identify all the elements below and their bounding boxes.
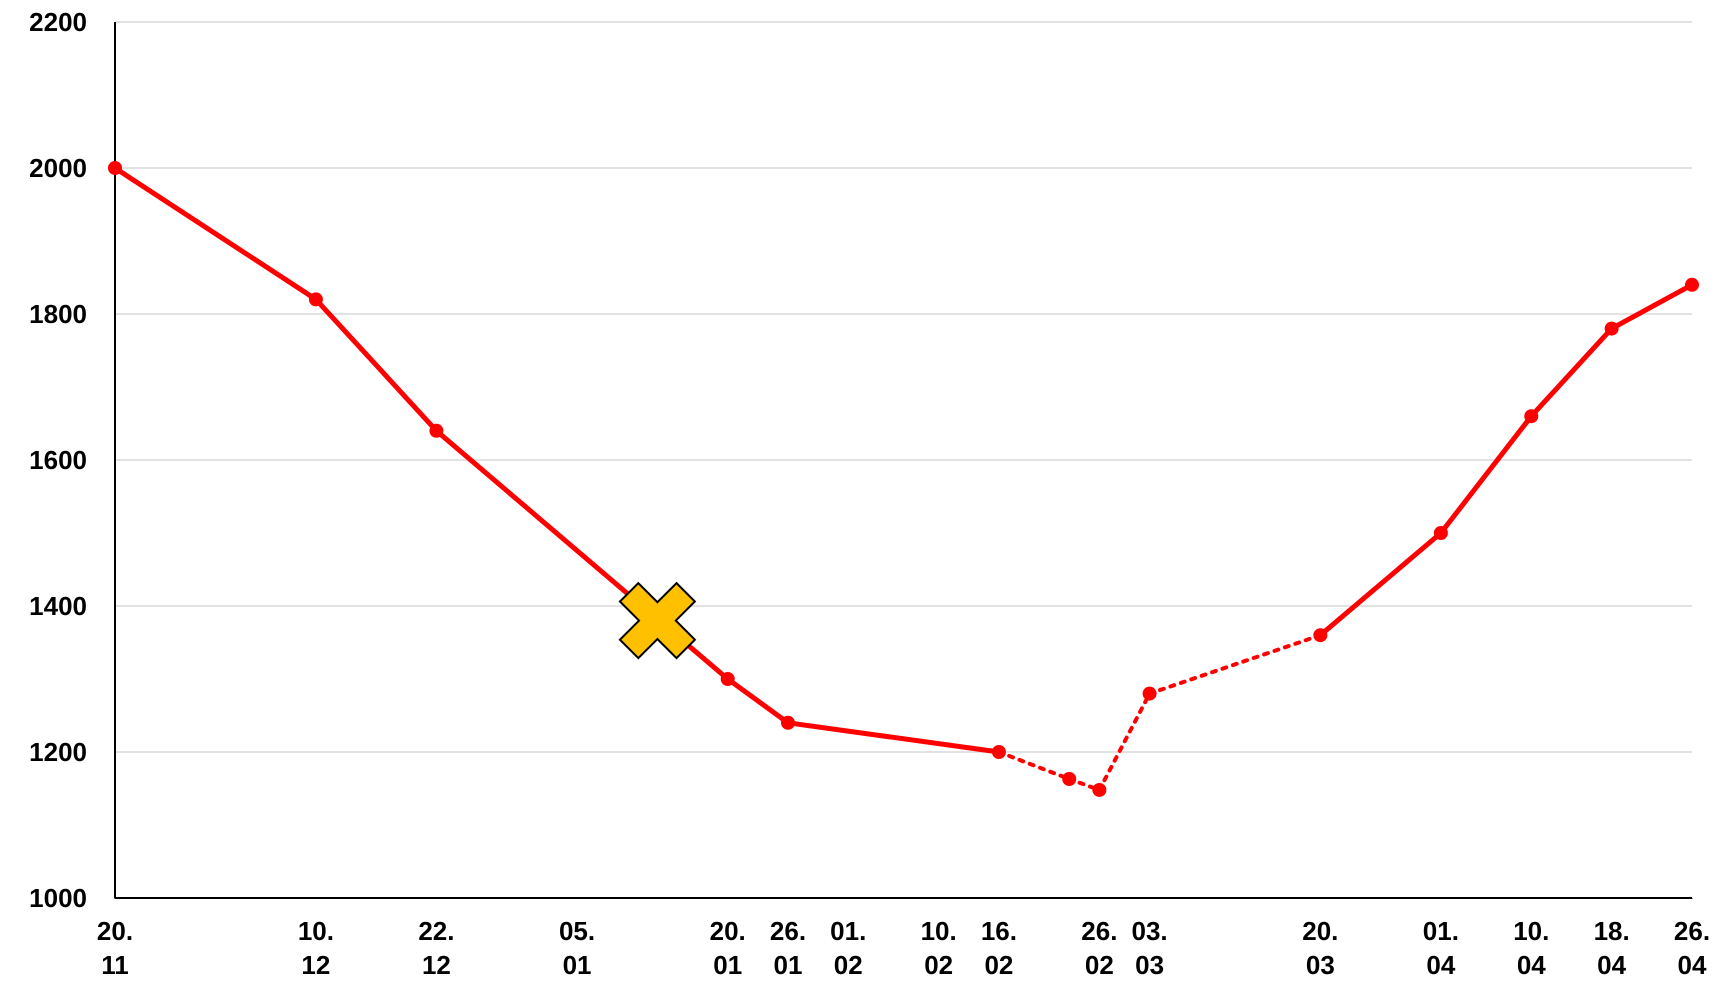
y-tick-label: 1200	[29, 737, 87, 767]
line-segment	[112, 165, 319, 302]
data-point	[780, 715, 795, 730]
x-tick-label: 18. 04	[1594, 916, 1630, 980]
line-segment	[1097, 691, 1152, 792]
x-tick-label: 10. 12	[298, 916, 334, 980]
y-tick-label: 1000	[29, 883, 87, 913]
data-point	[1062, 772, 1077, 787]
line-segment	[1609, 282, 1695, 332]
line-segment	[725, 676, 791, 726]
y-tick-label: 1800	[29, 299, 87, 329]
data-point	[1433, 526, 1448, 540]
y-tick-label: 2000	[29, 153, 87, 183]
data-point	[991, 745, 1006, 759]
line-segment	[1438, 413, 1534, 536]
line-segment	[996, 750, 1072, 782]
data-point	[1313, 628, 1328, 643]
data-point	[1604, 321, 1619, 336]
x-tick-label: 20. 11	[97, 916, 133, 980]
data-point	[1092, 782, 1107, 797]
y-tick-label: 2200	[29, 7, 87, 37]
x-marker	[618, 581, 697, 660]
x-tick-label: 03. 03	[1132, 916, 1168, 980]
y-tick-label: 1600	[29, 445, 87, 475]
x-tick-label: 22. 12	[418, 916, 454, 980]
line-segment	[1147, 633, 1323, 696]
x-tick-label: 20. 03	[1302, 916, 1338, 980]
data-point	[108, 161, 122, 175]
data-point	[308, 292, 323, 307]
data-point	[1685, 277, 1699, 292]
x-tick-label: 20. 01	[710, 916, 746, 980]
x-tick-label: 05. 01	[559, 916, 595, 980]
x-tick-label: 26. 02	[1081, 916, 1117, 980]
data-point	[1524, 409, 1539, 424]
x-tick-label: 10. 04	[1513, 916, 1549, 980]
line-segment	[1317, 530, 1444, 638]
y-tick-label: 1400	[29, 591, 87, 621]
x-tick-label: 16. 02	[981, 916, 1017, 980]
line-segment	[1528, 326, 1615, 419]
x-tick-label: 26. 01	[770, 916, 806, 980]
x-tick-label: 01. 02	[830, 916, 866, 980]
data-point	[1142, 686, 1157, 701]
x-tick-label: 10. 02	[921, 916, 957, 980]
data-point	[429, 423, 444, 438]
line-segment	[313, 296, 439, 434]
line-segment	[785, 720, 1002, 755]
x-tick-label: 26. 04	[1674, 916, 1710, 980]
x-tick-label: 01. 04	[1423, 916, 1459, 980]
data-point	[720, 672, 735, 686]
